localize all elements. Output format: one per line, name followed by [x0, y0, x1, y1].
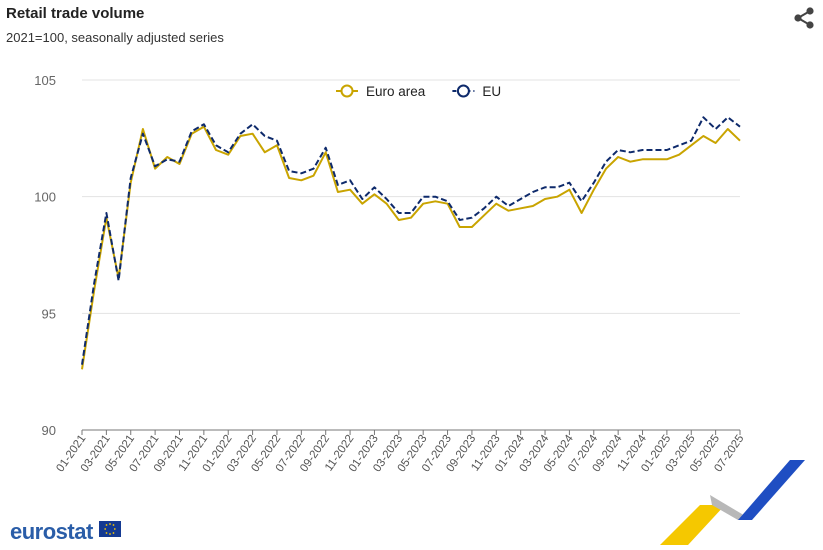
y-tick-label: 100 — [34, 190, 56, 205]
legend-item[interactable]: Euro area — [336, 84, 426, 99]
logo-text: eurostat — [10, 519, 93, 544]
legend-label: Euro area — [366, 84, 426, 99]
y-tick-label: 105 — [34, 73, 56, 88]
series-line-eu[interactable] — [81, 116, 741, 365]
ribbon-blue — [738, 460, 805, 520]
grid-lines — [82, 79, 740, 431]
y-tick-label: 90 — [42, 423, 56, 438]
share-icon[interactable] — [792, 6, 816, 30]
y-tick-label: 95 — [42, 306, 56, 321]
chart-subtitle: 2021=100, seasonally adjusted series — [6, 30, 224, 45]
series-line-euro-area[interactable] — [81, 125, 741, 370]
legend: Euro area EU — [336, 84, 501, 99]
series-lines — [81, 116, 741, 370]
ribbon-grey — [710, 495, 752, 520]
share-glyph — [794, 7, 814, 29]
eurostat-ribbon-decoration — [660, 460, 805, 545]
ribbon-yellow — [660, 505, 725, 545]
y-axis-ticks: 90 95 100 105 — [34, 73, 56, 438]
eurostat-logo[interactable]: eurostat — [10, 519, 122, 545]
x-axis: 01-202103-202105-202107-202109-202111-20… — [54, 429, 746, 474]
chart-title: Retail trade volume — [6, 5, 145, 22]
legend-marker — [456, 84, 470, 98]
legend-label: EU — [482, 84, 501, 99]
eu-flag-icon — [99, 521, 122, 537]
legend-item[interactable]: EU — [452, 84, 501, 99]
legend-marker — [340, 84, 354, 98]
